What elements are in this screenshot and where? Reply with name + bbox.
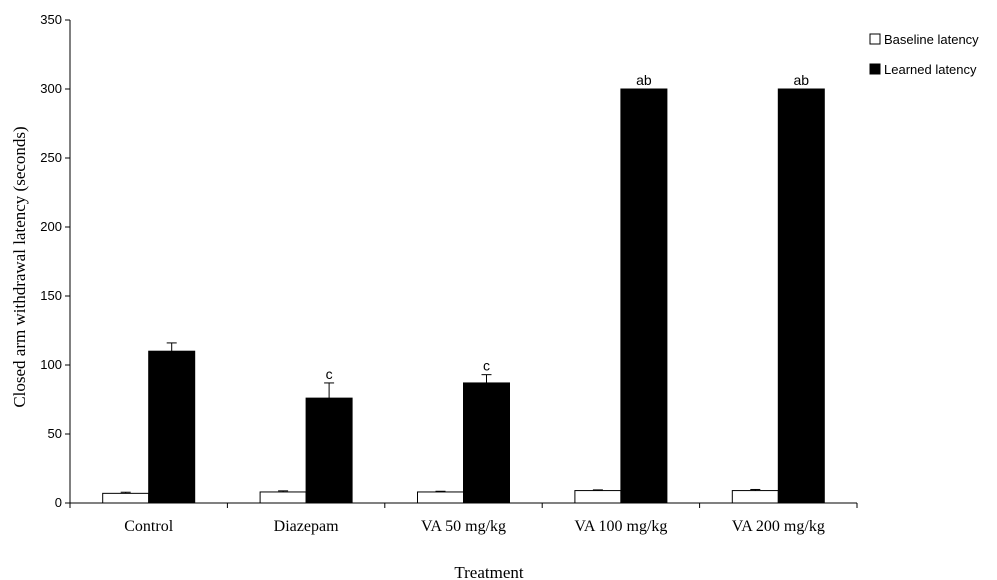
significance-label: ab — [636, 72, 652, 88]
learned-bar — [305, 397, 353, 504]
x-tick-label: VA 50 mg/kg — [421, 518, 506, 535]
y-tick-label: 0 — [55, 495, 62, 510]
baseline-bar — [731, 490, 779, 504]
legend-label: Baseline latency — [884, 32, 979, 47]
x-tick-label: Control — [124, 518, 173, 535]
y-tick-label: 350 — [40, 12, 62, 27]
y-tick-label: 100 — [40, 357, 62, 372]
legend-swatch — [869, 63, 881, 75]
legend-label: Learned latency — [884, 62, 977, 77]
significance-label: ab — [794, 72, 810, 88]
y-tick-label: 200 — [40, 219, 62, 234]
learned-bar — [148, 350, 196, 504]
y-tick-label: 50 — [48, 426, 62, 441]
x-axis-title: Treatment — [454, 563, 524, 580]
x-axis: Control Diazepam VA 50 mg/kg VA 100 mg/kg VA… — [69, 502, 858, 535]
x-tick-label: VA 200 mg/kg — [732, 518, 825, 535]
baseline-bar — [574, 490, 622, 504]
baseline-bar — [417, 491, 464, 504]
significance-label: c — [483, 358, 490, 374]
y-tick-label: 300 — [40, 81, 62, 96]
y-tick-label: 150 — [40, 288, 62, 303]
legend: Baseline latency Learned latency — [869, 32, 979, 77]
baseline-bar — [102, 492, 150, 504]
bars: c c ab ab — [102, 72, 825, 504]
baseline-bar — [259, 491, 307, 504]
y-axis-title: Closed arm withdrawal latency (seconds) — [10, 126, 29, 407]
y-axis: 0 50 100 150 200 250 300 350 — [40, 12, 71, 510]
learned-bar — [777, 88, 825, 504]
x-tick-label: Diazepam — [274, 518, 339, 535]
learned-bar — [463, 382, 510, 504]
legend-swatch — [869, 33, 881, 45]
x-tick-label: VA 100 mg/kg — [574, 518, 667, 535]
learned-bar — [620, 88, 668, 504]
y-tick-label: 250 — [40, 150, 62, 165]
significance-label: c — [326, 366, 333, 382]
